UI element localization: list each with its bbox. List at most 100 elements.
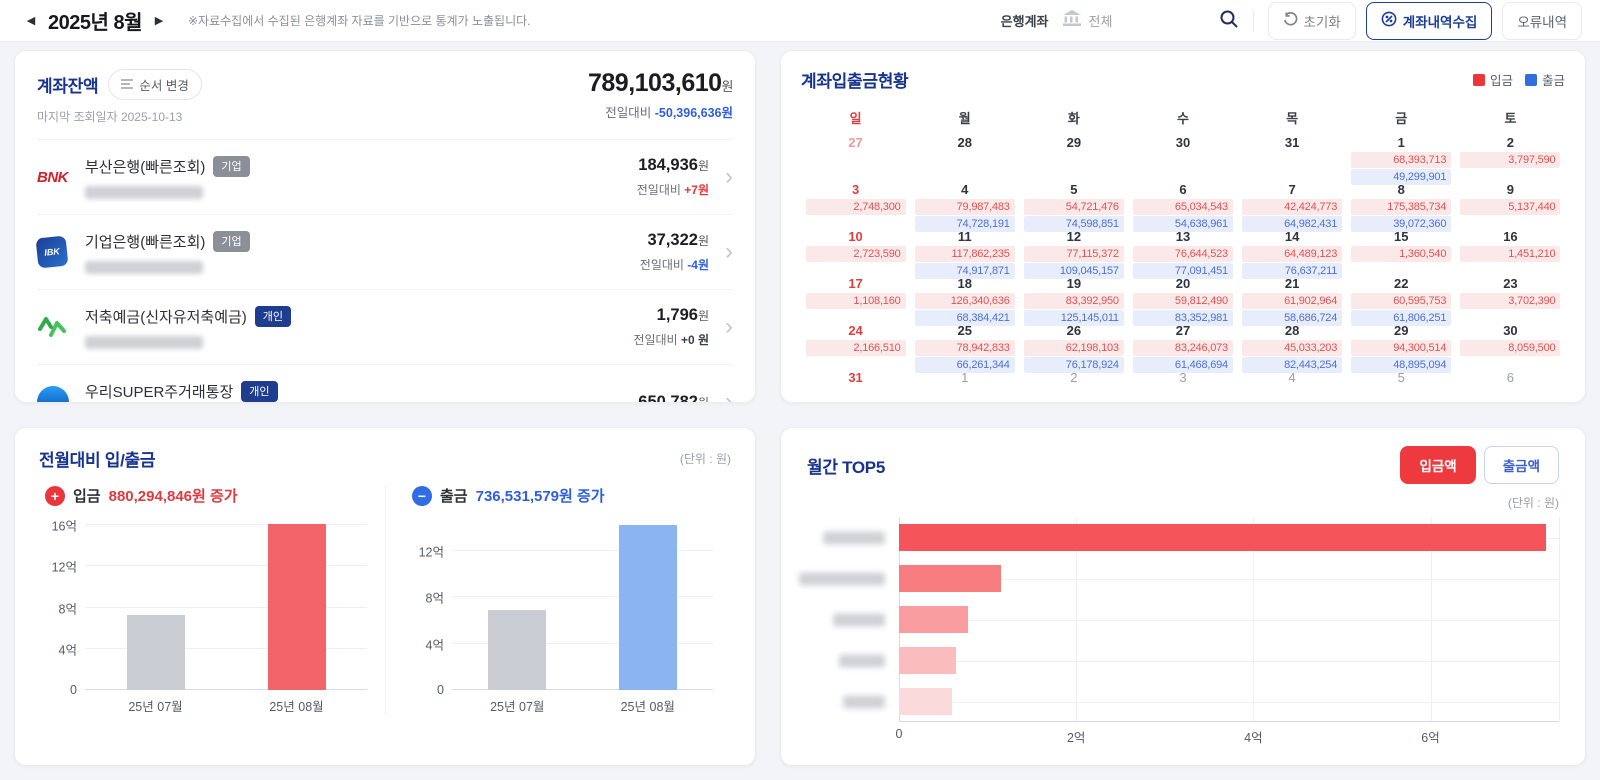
calendar-day-cell[interactable]: 27 bbox=[801, 135, 910, 182]
account-row[interactable]: BNK 부산은행(빠른조회) 기업 184,936원 전일대비 +7원 › bbox=[37, 139, 733, 214]
calendar-date: 25 bbox=[957, 323, 972, 338]
calendar-date: 5 bbox=[1070, 182, 1078, 197]
chevron-right-icon[interactable]: › bbox=[725, 388, 733, 403]
calendar-day-cell[interactable]: 22 60,595,753 61,806,251 bbox=[1347, 276, 1456, 326]
calendar-day-cell[interactable]: 11 117,862,235 74,917,871 bbox=[910, 229, 1019, 279]
calendar-day-cell[interactable]: 13 76,644,523 77,091,451 bbox=[1128, 229, 1237, 279]
deposit-amount-chip: 2,166,510 bbox=[805, 340, 906, 356]
calendar-day-cell[interactable]: 4 79,987,483 74,728,191 bbox=[910, 182, 1019, 232]
calendar-day-cell[interactable]: 27 83,246,073 61,468,694 bbox=[1128, 323, 1237, 373]
reorder-button[interactable]: 순서 변경 bbox=[108, 69, 202, 100]
calendar-day-cell[interactable]: 29 94,300,514 48,895,094 bbox=[1347, 323, 1456, 373]
calendar-day-cell[interactable]: 30 8,059,500 bbox=[1456, 323, 1565, 370]
calendar-day-cell[interactable]: 7 42,424,773 64,982,431 bbox=[1238, 182, 1347, 232]
calendar-day-cell[interactable]: 14 64,489,123 76,637,211 bbox=[1238, 229, 1347, 279]
calendar-day-cell[interactable]: 10 2,723,590 bbox=[801, 229, 910, 276]
calendar-day-cell[interactable]: 2 bbox=[1019, 370, 1128, 402]
account-row[interactable]: IBK 기업은행(빠른조회) 기업 37,322원 전일대비 -4원 › bbox=[35, 214, 733, 289]
calendar-day-cell[interactable]: 15 1,360,540 bbox=[1347, 229, 1456, 276]
calendar-day-cell[interactable]: 6 bbox=[1456, 370, 1565, 402]
account-name: 우리SUPER주거래통장 bbox=[85, 383, 234, 401]
calendar-day-cell[interactable]: 5 54,721,476 74,598,851 bbox=[1019, 182, 1128, 232]
calendar-day-cell[interactable]: 28 45,033,203 82,443,254 bbox=[1238, 323, 1347, 373]
calendar-date: 3 bbox=[851, 182, 860, 197]
account-row[interactable]: 우리SUPER주거래통장 개인 650,782원 › bbox=[37, 364, 733, 403]
account-number-masked bbox=[85, 260, 203, 274]
x-tick-label: 6억 bbox=[1421, 731, 1440, 745]
calendar-date: 11 bbox=[957, 229, 972, 244]
chevron-right-icon[interactable]: › bbox=[725, 238, 733, 265]
calendar-day-cell[interactable]: 2 3,797,590 bbox=[1456, 135, 1565, 182]
calendar-day-cell[interactable]: 6 65,034,543 54,638,961 bbox=[1128, 182, 1237, 232]
calendar-day-cell[interactable]: 25 78,942,833 66,261,344 bbox=[910, 323, 1019, 373]
next-month-button[interactable]: ▶ bbox=[148, 10, 170, 32]
bars bbox=[452, 522, 713, 690]
calendar-day-cell[interactable]: 8 175,385,734 39,072,360 bbox=[1347, 182, 1456, 232]
withdrawal-stat-label: 출금 bbox=[440, 488, 468, 505]
y-tick-label: 4억 bbox=[58, 643, 77, 658]
withdrawal-compare-panel: − 출금 736,531,579원 증가 0 4억 8억 12억 25년 07월 25년… bbox=[385, 485, 731, 715]
calendar-day-cell[interactable]: 23 3,702,390 bbox=[1456, 276, 1565, 323]
calendar-date: 7 bbox=[1288, 182, 1296, 197]
calendar-day-cell[interactable]: 17 1,108,160 bbox=[801, 276, 910, 323]
calendar-date: 12 bbox=[1066, 229, 1082, 244]
calendar-day-cell[interactable]: 16 1,451,210 bbox=[1456, 229, 1565, 276]
top5-withdrawal-tab[interactable]: 출금액 bbox=[1483, 446, 1559, 484]
account-row[interactable]: 저축예금(신자유저축예금) 개인 1,796원 전일대비 +0 원 › bbox=[37, 289, 733, 364]
error-history-label: 오류내역 bbox=[1517, 14, 1567, 30]
calendar-date: 9 bbox=[1506, 182, 1515, 197]
chevron-right-icon[interactable]: › bbox=[725, 163, 733, 190]
calendar-day-cell[interactable]: 31 bbox=[1238, 135, 1347, 182]
top5-horizontal-bar-chart: 0 2억 4억 6억 bbox=[799, 517, 1560, 745]
withdrawal-amount-chip: 61,468,694 bbox=[1132, 357, 1233, 373]
top5-deposit-tab[interactable]: 입금액 bbox=[1400, 446, 1476, 484]
error-history-button[interactable]: 오류내역 bbox=[1502, 1, 1582, 40]
calendar-day-cell[interactable]: 12 77,115,372 109,045,157 bbox=[1019, 229, 1128, 279]
withdrawal-amount-chip: 82,443,254 bbox=[1242, 357, 1343, 373]
calendar-day-cell[interactable]: 20 59,812,490 83,352,981 bbox=[1128, 276, 1237, 326]
account-info: 우리SUPER주거래통장 개인 bbox=[85, 380, 278, 403]
calendar-day-cell[interactable]: 5 bbox=[1347, 370, 1456, 402]
calendar-day-cell[interactable]: 24 2,166,510 bbox=[801, 323, 910, 370]
dashboard-grid: 계좌잔액 순서 변경 마지막 조회일자 2025-10-13 789,103,6… bbox=[0, 42, 1600, 780]
gridline bbox=[452, 642, 713, 644]
deposit-amount-chip: 2,748,300 bbox=[805, 199, 906, 215]
calendar-day-cell[interactable]: 19 83,392,950 125,145,011 bbox=[1019, 276, 1128, 326]
account-amount: 650,782원 bbox=[638, 392, 709, 403]
y-tick-label: 16억 bbox=[51, 519, 77, 534]
ibk-bank-logo: IBK bbox=[35, 235, 69, 269]
calendar-day-cell[interactable]: 21 61,902,964 58,686,724 bbox=[1238, 276, 1347, 326]
calendar-day-cell[interactable]: 3 2,748,300 bbox=[801, 182, 910, 229]
calendar-day-cell[interactable]: 18 126,340,636 68,384,421 bbox=[910, 276, 1019, 326]
calendar-card-title: 계좌입출금현황 bbox=[801, 72, 909, 91]
calendar-day-cell[interactable]: 26 62,198,103 76,178,924 bbox=[1019, 323, 1128, 373]
month-over-month-card: 전월대비 입/출금 (단위 : 원) + 입금 880,294,846원 증가 … bbox=[14, 427, 756, 766]
withdrawal-amount-chip: 76,178,924 bbox=[1023, 357, 1124, 373]
prev-month-button[interactable]: ◀ bbox=[20, 10, 42, 32]
calendar-date: 17 bbox=[848, 276, 863, 291]
account-type-badge: 기업 bbox=[213, 230, 250, 252]
calendar-day-cell[interactable]: 1 68,393,713 49,299,901 bbox=[1347, 135, 1456, 185]
calendar-day-cell[interactable]: 29 bbox=[1019, 135, 1128, 182]
collect-account-history-button[interactable]: 계좌내역수집 bbox=[1365, 1, 1493, 40]
bank-filter-select[interactable]: 전체 bbox=[1059, 4, 1209, 37]
reset-button[interactable]: 초기화 bbox=[1267, 1, 1356, 40]
search-button[interactable] bbox=[1219, 9, 1239, 32]
withdrawal-amount-chip: 48,895,094 bbox=[1351, 357, 1452, 373]
calendar-day-cell[interactable]: 31 bbox=[801, 370, 910, 402]
chevron-right-icon[interactable]: › bbox=[725, 313, 733, 340]
calendar-day-cell[interactable]: 3 bbox=[1128, 370, 1237, 402]
bank-filter-label: 은행계좌 bbox=[1000, 14, 1049, 29]
calendar-day-cell[interactable]: 30 bbox=[1128, 135, 1237, 182]
reorder-icon bbox=[121, 78, 134, 92]
bars bbox=[85, 522, 367, 690]
calendar-day-cell[interactable]: 9 5,137,440 bbox=[1456, 182, 1565, 229]
gridline bbox=[899, 619, 1559, 621]
calendar-day-cell[interactable]: 1 bbox=[910, 370, 1019, 402]
calendar-day-cell[interactable]: 28 bbox=[910, 135, 1019, 182]
calendar-day-cell[interactable]: 4 bbox=[1238, 370, 1347, 402]
deposit-amount-chip: 175,385,734 bbox=[1351, 199, 1452, 215]
calendar-week-row: 24 2,166,510 25 78,942,833 66,261,344 26 62,19… bbox=[801, 323, 1565, 373]
calendar-date: 29 bbox=[1394, 323, 1409, 338]
